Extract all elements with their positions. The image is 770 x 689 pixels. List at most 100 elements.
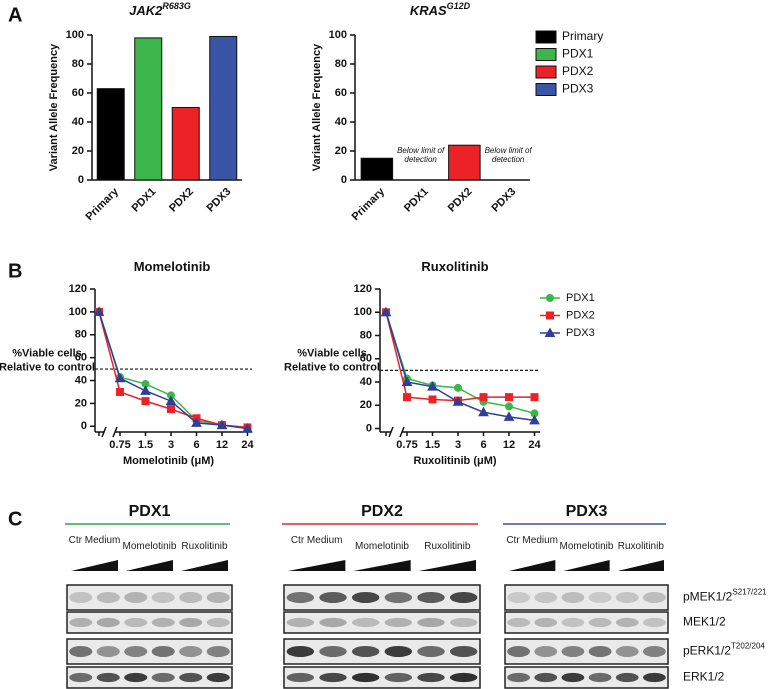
y-tick-label: 40 (75, 374, 87, 386)
y-tick-label: 100 (69, 306, 87, 318)
x-tick-label: 0.75 (396, 439, 417, 451)
blot-band (449, 646, 478, 657)
y-tick-label: 0 (341, 174, 347, 186)
marker (529, 414, 540, 425)
marker (191, 417, 202, 427)
blot-band (643, 646, 666, 657)
y-tick-label: 60 (75, 352, 87, 364)
blot-band (69, 592, 93, 603)
blot-band (643, 617, 666, 628)
x-tick-label: 24 (528, 439, 541, 451)
marker (505, 393, 513, 402)
marker (479, 393, 488, 402)
annotation: Below limit of detection (484, 146, 532, 164)
title-superscript: G12D (447, 1, 471, 11)
blot-band (286, 646, 315, 657)
blot-band (384, 592, 413, 603)
axis-break (112, 426, 118, 438)
row-name: pMEK1/2 (683, 590, 733, 604)
blot-band (319, 617, 347, 628)
bar (209, 35, 238, 181)
blot-frame (66, 666, 233, 689)
y-tick-label: 60 (72, 87, 84, 99)
blot-band (534, 617, 558, 628)
marker (427, 381, 438, 391)
x-tick-label: 1.5 (138, 439, 153, 451)
blot-band (319, 672, 347, 683)
y-tick-label: 100 (329, 29, 347, 41)
condition-label-box: Ctr Medium (69, 535, 121, 546)
blot-frame (283, 666, 481, 689)
blot-band (69, 646, 93, 657)
blot-band (206, 592, 230, 603)
blot-band (206, 646, 230, 657)
dose-wedge (288, 560, 346, 571)
dose-wedge (126, 560, 173, 571)
blot-band (384, 646, 413, 657)
legend-label: PDX2 (562, 64, 594, 78)
condition-label-box: Ruxolitinib (618, 541, 664, 552)
blot-band (534, 672, 558, 683)
blot-band (643, 592, 666, 603)
title-superscript: R683G (162, 1, 191, 11)
condition-label-box: Momelotinib (123, 541, 177, 552)
y-tick-label: 100 (66, 29, 84, 41)
x-tick-label: 6 (480, 439, 486, 451)
blot-band (449, 617, 478, 628)
y-axis-label: Variant Allele Frequency (311, 43, 323, 171)
blot-band (588, 592, 612, 603)
dose-wedge (617, 560, 664, 571)
marker (401, 376, 413, 387)
condition-label-box: Ctr Medium (506, 535, 558, 546)
x-tick-label: 1.5 (425, 439, 440, 451)
legend-label: Primary (562, 29, 603, 43)
bar (360, 157, 394, 181)
condition-label: Ruxolitinib (181, 541, 228, 552)
blot-band (96, 646, 120, 657)
blot-band (561, 592, 585, 603)
y-tick-label: 0 (81, 420, 87, 432)
blot-band (449, 592, 478, 603)
blot-band (561, 646, 585, 657)
blot-band (384, 672, 413, 683)
x-tick-label: PDX3 (489, 186, 518, 215)
row-name: MEK1/2 (683, 615, 726, 629)
blot-band (179, 592, 203, 603)
group-title: PDX1 (129, 503, 171, 520)
y-tick-label: 80 (75, 329, 87, 341)
blot-band (615, 646, 639, 657)
row-superscript: T202/204 (731, 642, 765, 651)
blot-band (588, 672, 612, 683)
blot-band (124, 672, 148, 683)
blot-frame (283, 638, 481, 665)
blot-band (124, 646, 148, 657)
blot-frame (66, 638, 233, 665)
blot-band (206, 672, 230, 683)
chart-title: Momelotinib (134, 259, 211, 274)
y-tick-label: 20 (72, 145, 84, 157)
blot-frame (504, 638, 669, 665)
legend-label: PDX3 (562, 82, 594, 96)
group-title: PDX3 (566, 503, 608, 520)
row-name: pERK1/2 (683, 644, 731, 658)
blot-band (417, 672, 445, 683)
blot-band (179, 672, 203, 683)
marker (454, 383, 462, 392)
blot-band (507, 646, 530, 657)
y-tick-label: 40 (360, 376, 372, 388)
y-axis-label: %Viable cells (297, 347, 367, 359)
y-tick-label: 60 (360, 353, 372, 365)
marker (216, 419, 228, 430)
blot-band (319, 646, 347, 657)
blot-band (319, 592, 347, 603)
legend-marker (546, 311, 554, 320)
marker (141, 397, 150, 406)
legend-swatch (535, 30, 557, 44)
y-axis-label: Relative to control (0, 361, 95, 373)
x-axis-label: Ruxolitinib (μM) (413, 455, 496, 467)
blot-band (151, 617, 175, 628)
condition-label-box: Momelotinib (355, 541, 409, 552)
legend-marker (546, 294, 554, 302)
row-label: pERK1/2T202/204 (683, 642, 765, 658)
dose-wedge (71, 560, 118, 571)
